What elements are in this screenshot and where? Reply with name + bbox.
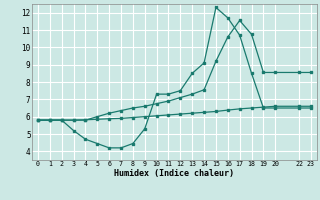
X-axis label: Humidex (Indice chaleur): Humidex (Indice chaleur) [115, 169, 234, 178]
